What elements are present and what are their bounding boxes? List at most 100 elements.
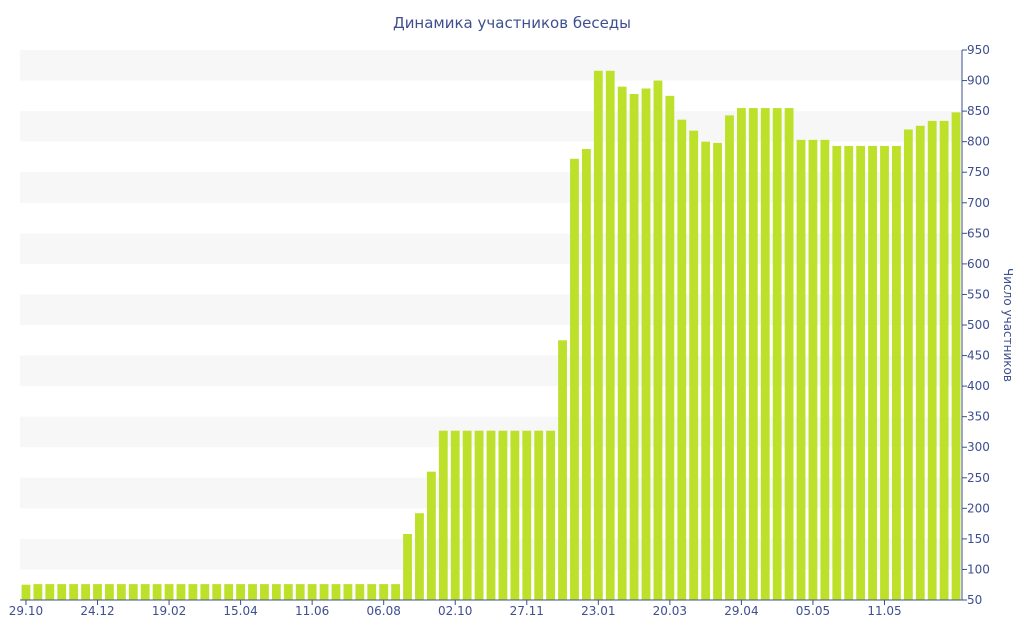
bar (570, 158, 579, 600)
bar (486, 430, 496, 600)
bar (200, 584, 210, 600)
bar (581, 149, 591, 600)
bar (415, 513, 424, 600)
bar (21, 584, 31, 600)
bar (57, 584, 67, 600)
bar (784, 108, 794, 601)
bar (164, 584, 174, 600)
bar (260, 584, 269, 600)
bar (832, 145, 842, 600)
y-tick-label: 300 (967, 440, 990, 454)
bar (128, 584, 138, 600)
x-tick-label: 20.03 (653, 604, 687, 618)
bar (856, 145, 866, 600)
bar (796, 139, 806, 601)
y-tick-label: 450 (967, 349, 990, 363)
bar (45, 584, 55, 600)
bar (534, 430, 544, 600)
y-tick-label: 350 (967, 410, 990, 424)
y-tick-label: 50 (967, 593, 982, 607)
x-tick-label: 19.02 (152, 604, 186, 618)
bar (69, 584, 79, 600)
bar (546, 430, 556, 600)
bar (653, 80, 663, 601)
bar (951, 112, 961, 600)
x-tick-label: 11.06 (295, 604, 329, 618)
y-tick-label: 100 (967, 562, 990, 576)
bar (212, 584, 222, 600)
grid-band (20, 111, 962, 142)
bar (403, 534, 412, 600)
bar (450, 430, 460, 600)
bar (176, 584, 186, 600)
bar (343, 584, 353, 600)
bar (283, 584, 293, 600)
bar (892, 145, 901, 600)
x-tick-label: 29.04 (724, 604, 758, 618)
bar (426, 471, 436, 600)
bar (152, 584, 162, 600)
bar (367, 584, 377, 600)
y-tick-label: 900 (967, 74, 990, 88)
bar (677, 119, 687, 601)
x-tick-label: 29.10 (9, 604, 43, 618)
x-tick-label: 11.05 (867, 604, 901, 618)
bar (903, 129, 913, 600)
bar (665, 95, 675, 600)
y-tick-label: 500 (967, 318, 990, 332)
bar (808, 139, 818, 601)
y-tick-label: 950 (967, 43, 990, 57)
bar (236, 584, 246, 600)
bar (736, 108, 746, 601)
bar (462, 430, 472, 600)
bar (558, 340, 567, 600)
bar (140, 584, 150, 600)
bar (331, 584, 341, 600)
bar (498, 430, 508, 600)
bars (21, 70, 961, 601)
grid-band (20, 50, 962, 81)
bar (605, 70, 615, 601)
bar (438, 430, 448, 600)
x-tick-label: 06.08 (367, 604, 401, 618)
bar (188, 584, 198, 600)
x-axis-ticks: 29.10 24.12 19.02 15.04 11.06 06.08 02.10 27.11… (9, 600, 902, 618)
y-tick-label: 550 (967, 287, 990, 301)
x-tick-label: 15.04 (223, 604, 257, 618)
bar (510, 430, 520, 600)
bar (915, 125, 925, 601)
bar (748, 108, 758, 601)
x-tick-label: 05.05 (796, 604, 830, 618)
bar (391, 584, 401, 600)
bar (81, 584, 90, 600)
y-axis-ticks: 50 100 150 200 250 300 350 400 450 500 550 600 650 70… (962, 43, 990, 607)
y-tick-label: 800 (967, 135, 990, 149)
bar (772, 108, 782, 601)
y-tick-label: 400 (967, 379, 990, 393)
y-tick-label: 650 (967, 226, 990, 240)
bar (617, 86, 627, 600)
bar (844, 145, 854, 600)
bar (820, 139, 830, 601)
bar (33, 584, 43, 600)
bar (713, 142, 722, 600)
y-tick-label: 600 (967, 257, 990, 271)
chart-title: Динамика участников беседы (393, 14, 631, 32)
y-tick-label: 150 (967, 532, 990, 546)
bar (760, 108, 770, 601)
bar (927, 120, 937, 600)
bar (868, 145, 877, 600)
bar (689, 130, 699, 600)
bar (629, 94, 639, 600)
bar (939, 120, 949, 600)
x-tick-label: 23.01 (581, 604, 615, 618)
bar (593, 70, 603, 601)
bar (224, 584, 234, 600)
bar (355, 584, 365, 600)
bar (379, 584, 389, 600)
bar (725, 115, 734, 600)
y-tick-label: 850 (967, 104, 990, 118)
bar (307, 584, 317, 600)
bar (248, 584, 257, 600)
